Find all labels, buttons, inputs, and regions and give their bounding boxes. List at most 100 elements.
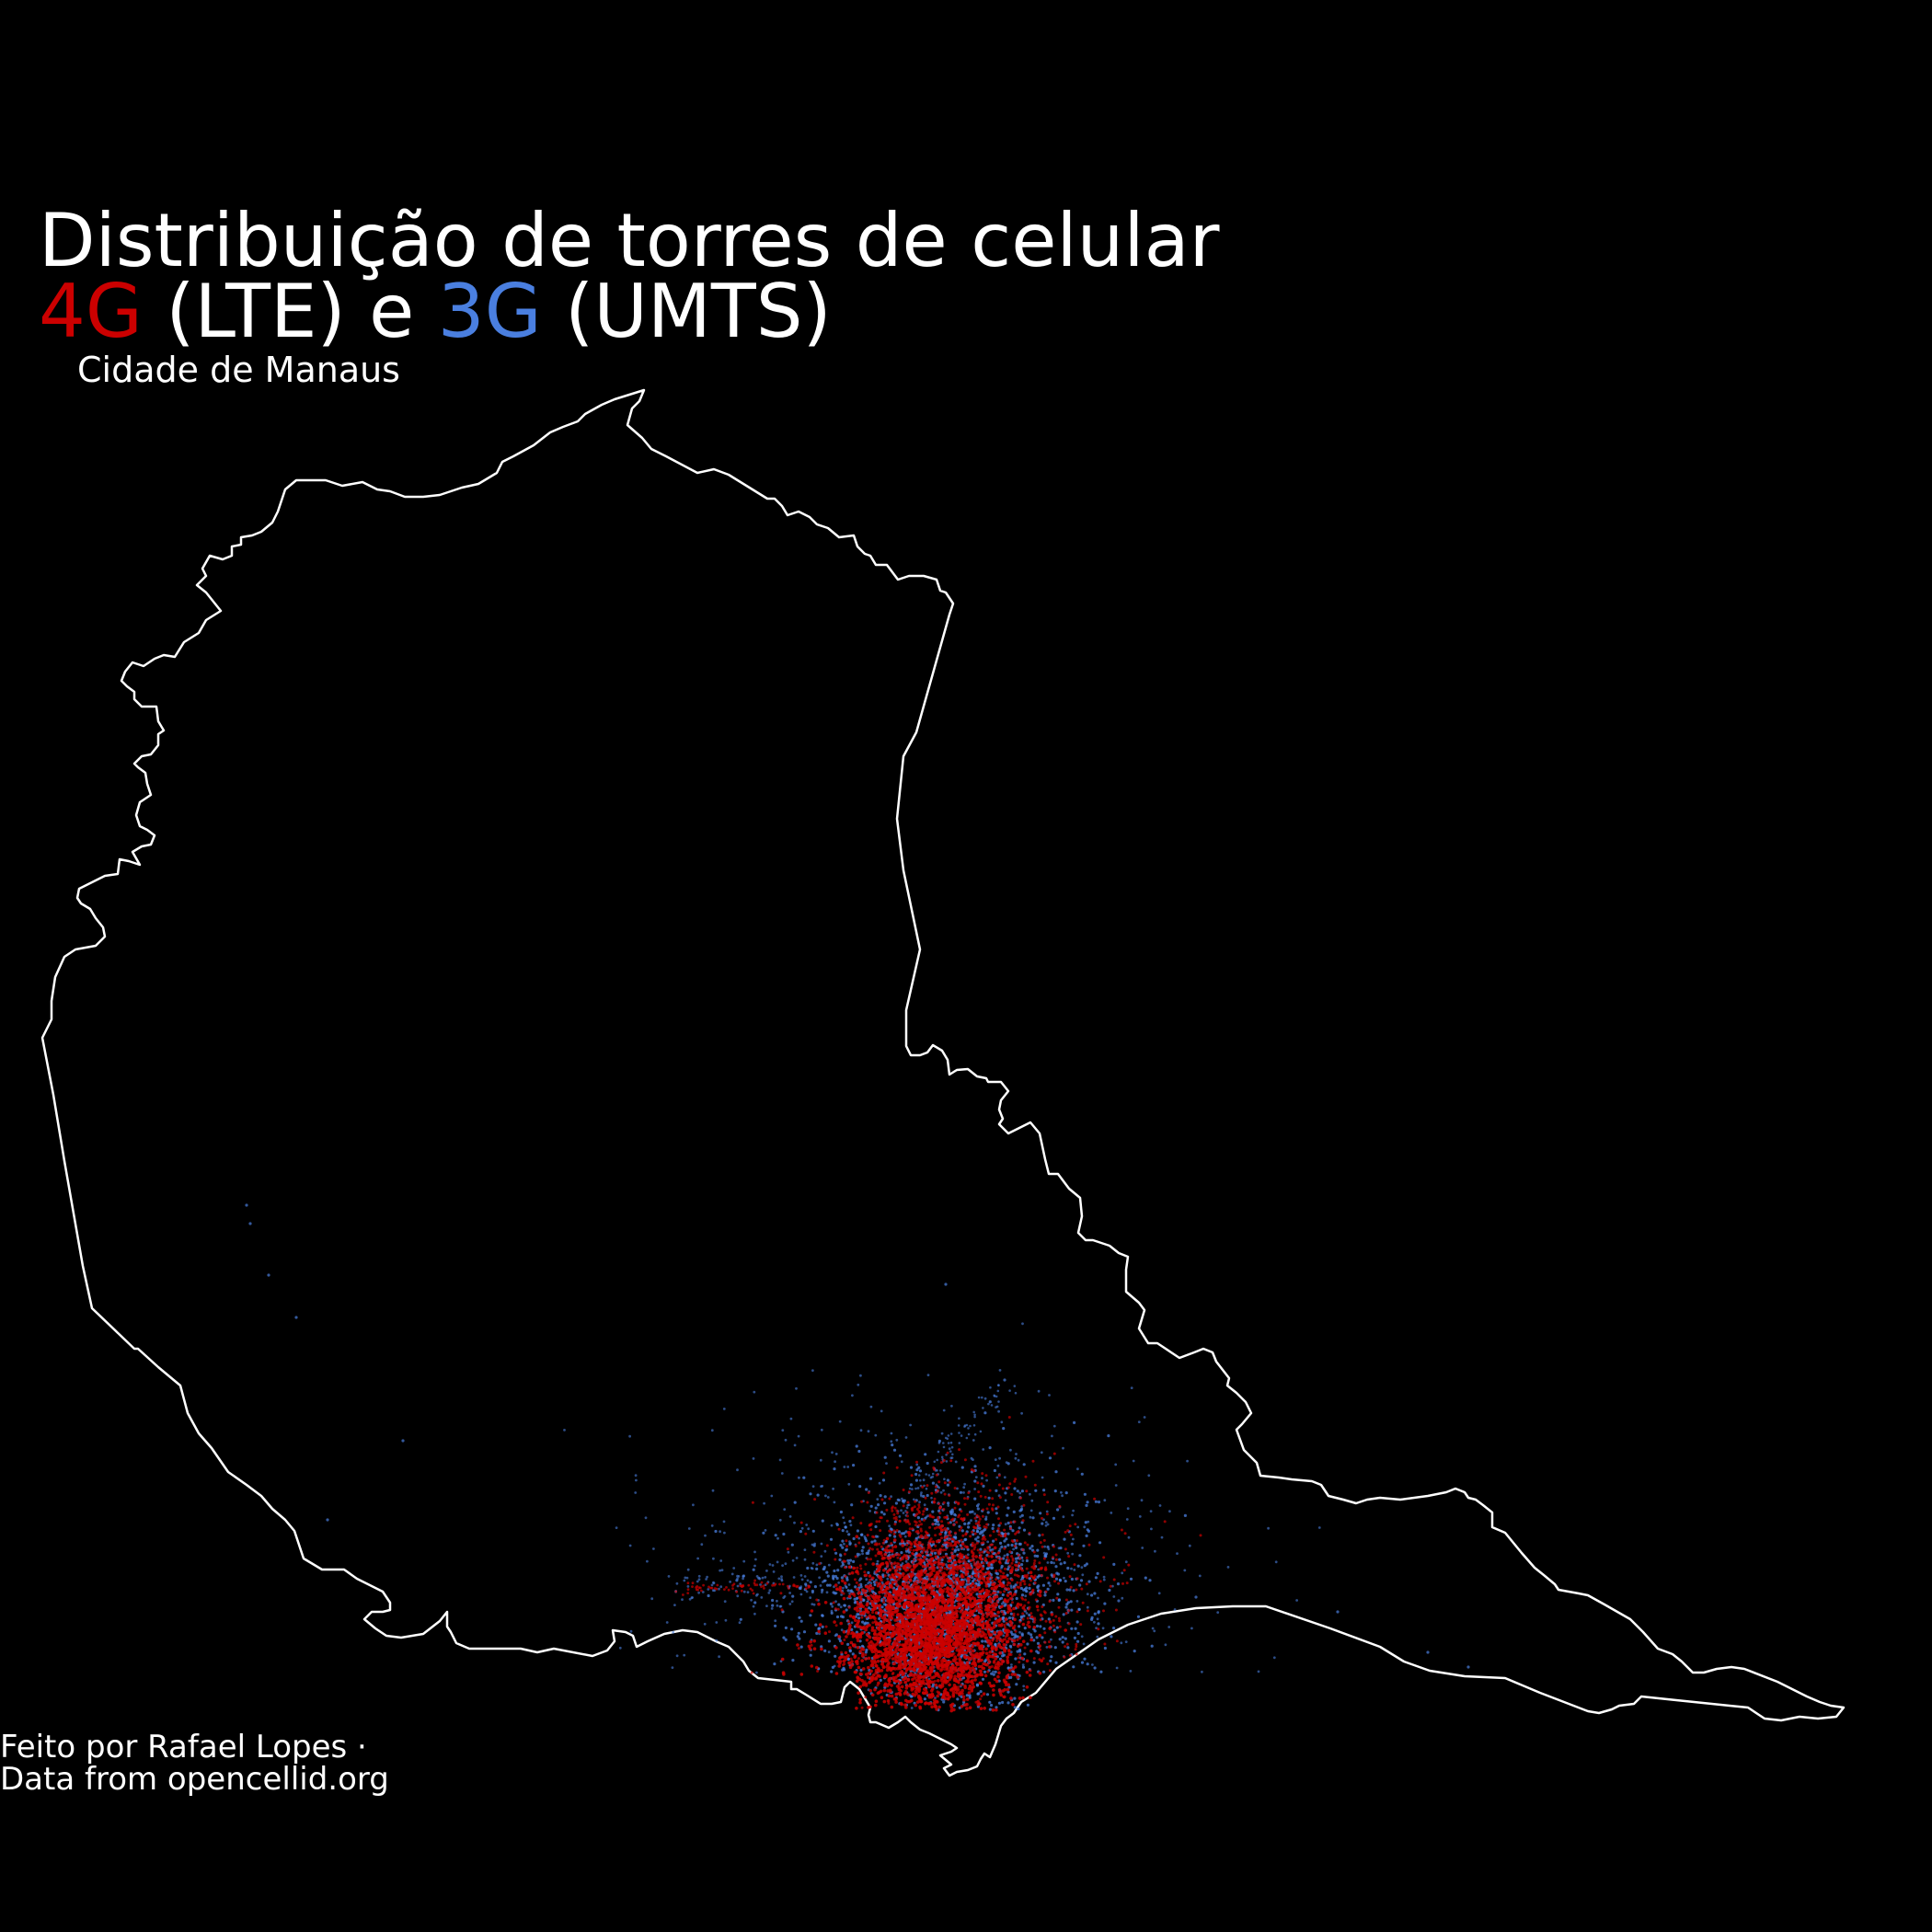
umts-tower bbox=[1025, 1558, 1029, 1563]
lte-tower bbox=[860, 1678, 864, 1683]
municipality-boundary bbox=[40, 388, 1846, 1777]
lte-tower bbox=[1029, 1638, 1033, 1642]
umts-tower bbox=[1009, 1612, 1013, 1616]
lte-tower bbox=[874, 1699, 879, 1703]
lte-tower bbox=[929, 1648, 934, 1652]
umts-tower bbox=[1018, 1515, 1022, 1519]
umts-tower bbox=[790, 1543, 794, 1547]
umts-tower bbox=[1073, 1636, 1076, 1639]
lte-tower bbox=[980, 1673, 984, 1677]
umts-tower bbox=[893, 1535, 897, 1538]
umts-tower bbox=[701, 1591, 705, 1593]
umts-tower bbox=[1006, 1568, 1010, 1571]
umts-tower bbox=[1080, 1635, 1084, 1639]
lte-tower bbox=[846, 1629, 851, 1634]
lte-tower bbox=[901, 1673, 905, 1676]
lte-tower bbox=[842, 1610, 846, 1614]
umts-tower bbox=[681, 1598, 684, 1601]
lte-tower bbox=[1021, 1622, 1026, 1627]
umts-tower bbox=[834, 1551, 838, 1555]
umts-tower bbox=[1021, 1559, 1025, 1562]
lte-tower bbox=[1019, 1643, 1023, 1647]
lte-tower bbox=[1009, 1696, 1013, 1700]
umts-tower bbox=[841, 1668, 845, 1672]
umts-tower bbox=[1154, 1549, 1156, 1553]
umts-tower bbox=[981, 1477, 983, 1480]
umts-tower bbox=[1078, 1554, 1082, 1558]
lte-tower bbox=[881, 1665, 886, 1670]
umts-tower bbox=[986, 1540, 990, 1544]
lte-tower bbox=[879, 1650, 883, 1654]
umts-tower bbox=[1026, 1703, 1029, 1707]
lte-tower bbox=[979, 1581, 983, 1585]
umts-tower bbox=[809, 1581, 812, 1584]
umts-tower bbox=[1083, 1492, 1087, 1496]
lte-tower bbox=[914, 1596, 918, 1601]
umts-tower bbox=[686, 1568, 690, 1571]
umts-tower bbox=[1108, 1588, 1111, 1593]
umts-tower bbox=[1000, 1545, 1004, 1548]
umts-tower bbox=[856, 1529, 860, 1533]
lte-tower bbox=[860, 1631, 864, 1635]
umts-tower bbox=[1044, 1521, 1048, 1524]
umts-tower bbox=[1038, 1574, 1041, 1578]
umts-tower bbox=[1093, 1620, 1096, 1624]
lte-tower bbox=[981, 1567, 984, 1570]
umts-tower bbox=[732, 1567, 736, 1570]
umts-tower bbox=[840, 1593, 843, 1596]
umts-tower bbox=[1069, 1600, 1073, 1604]
umts-tower bbox=[888, 1534, 891, 1537]
umts-tower bbox=[1018, 1625, 1021, 1628]
umts-tower bbox=[788, 1584, 791, 1588]
lte-tower bbox=[837, 1635, 841, 1639]
umts-tower bbox=[1129, 1670, 1133, 1673]
lte-tower bbox=[847, 1662, 852, 1665]
umts-tower bbox=[1028, 1586, 1031, 1591]
lte-tower bbox=[938, 1532, 942, 1536]
umts-tower bbox=[875, 1579, 878, 1581]
lte-tower bbox=[900, 1685, 904, 1689]
lte-tower bbox=[1003, 1680, 1007, 1685]
umts-tower bbox=[973, 1488, 976, 1490]
lte-tower bbox=[873, 1661, 878, 1664]
umts-tower bbox=[881, 1478, 886, 1482]
lte-tower bbox=[927, 1638, 931, 1641]
umts-tower bbox=[1020, 1513, 1024, 1517]
lte-tower bbox=[911, 1683, 915, 1687]
umts-tower bbox=[799, 1619, 803, 1623]
umts-tower bbox=[879, 1494, 882, 1498]
umts-tower bbox=[869, 1405, 873, 1409]
lte-tower bbox=[880, 1658, 885, 1662]
umts-tower bbox=[835, 1522, 838, 1525]
umts-tower bbox=[707, 1593, 710, 1598]
lte-tower bbox=[1064, 1628, 1067, 1632]
umts-tower bbox=[846, 1558, 850, 1562]
umts-tower bbox=[1002, 1634, 1006, 1638]
umts-tower bbox=[996, 1590, 1000, 1593]
lte-tower bbox=[1029, 1649, 1033, 1653]
umts-tower bbox=[1018, 1650, 1022, 1653]
umts-tower bbox=[926, 1461, 929, 1466]
umts-tower bbox=[823, 1549, 827, 1553]
lte-tower bbox=[847, 1594, 852, 1599]
umts-tower bbox=[742, 1575, 745, 1578]
umts-tower bbox=[943, 1478, 946, 1480]
umts-tower bbox=[958, 1432, 960, 1434]
umts-tower bbox=[1000, 1602, 1004, 1605]
umts-tower bbox=[805, 1524, 809, 1526]
umts-tower bbox=[831, 1604, 834, 1608]
umts-tower bbox=[843, 1604, 845, 1607]
umts-tower bbox=[822, 1581, 824, 1583]
umts-tower bbox=[1054, 1661, 1058, 1664]
umts-tower bbox=[834, 1634, 837, 1638]
umts-tower bbox=[1102, 1575, 1106, 1579]
umts-tower bbox=[1117, 1599, 1121, 1603]
umts-tower bbox=[1096, 1617, 1099, 1621]
umts-tower bbox=[861, 1552, 864, 1556]
lte-tower bbox=[870, 1586, 875, 1591]
lte-tower bbox=[860, 1659, 864, 1662]
umts-tower bbox=[957, 1547, 960, 1552]
umts-tower bbox=[960, 1529, 964, 1533]
umts-tower bbox=[1005, 1537, 1008, 1541]
umts-tower bbox=[1013, 1706, 1017, 1709]
